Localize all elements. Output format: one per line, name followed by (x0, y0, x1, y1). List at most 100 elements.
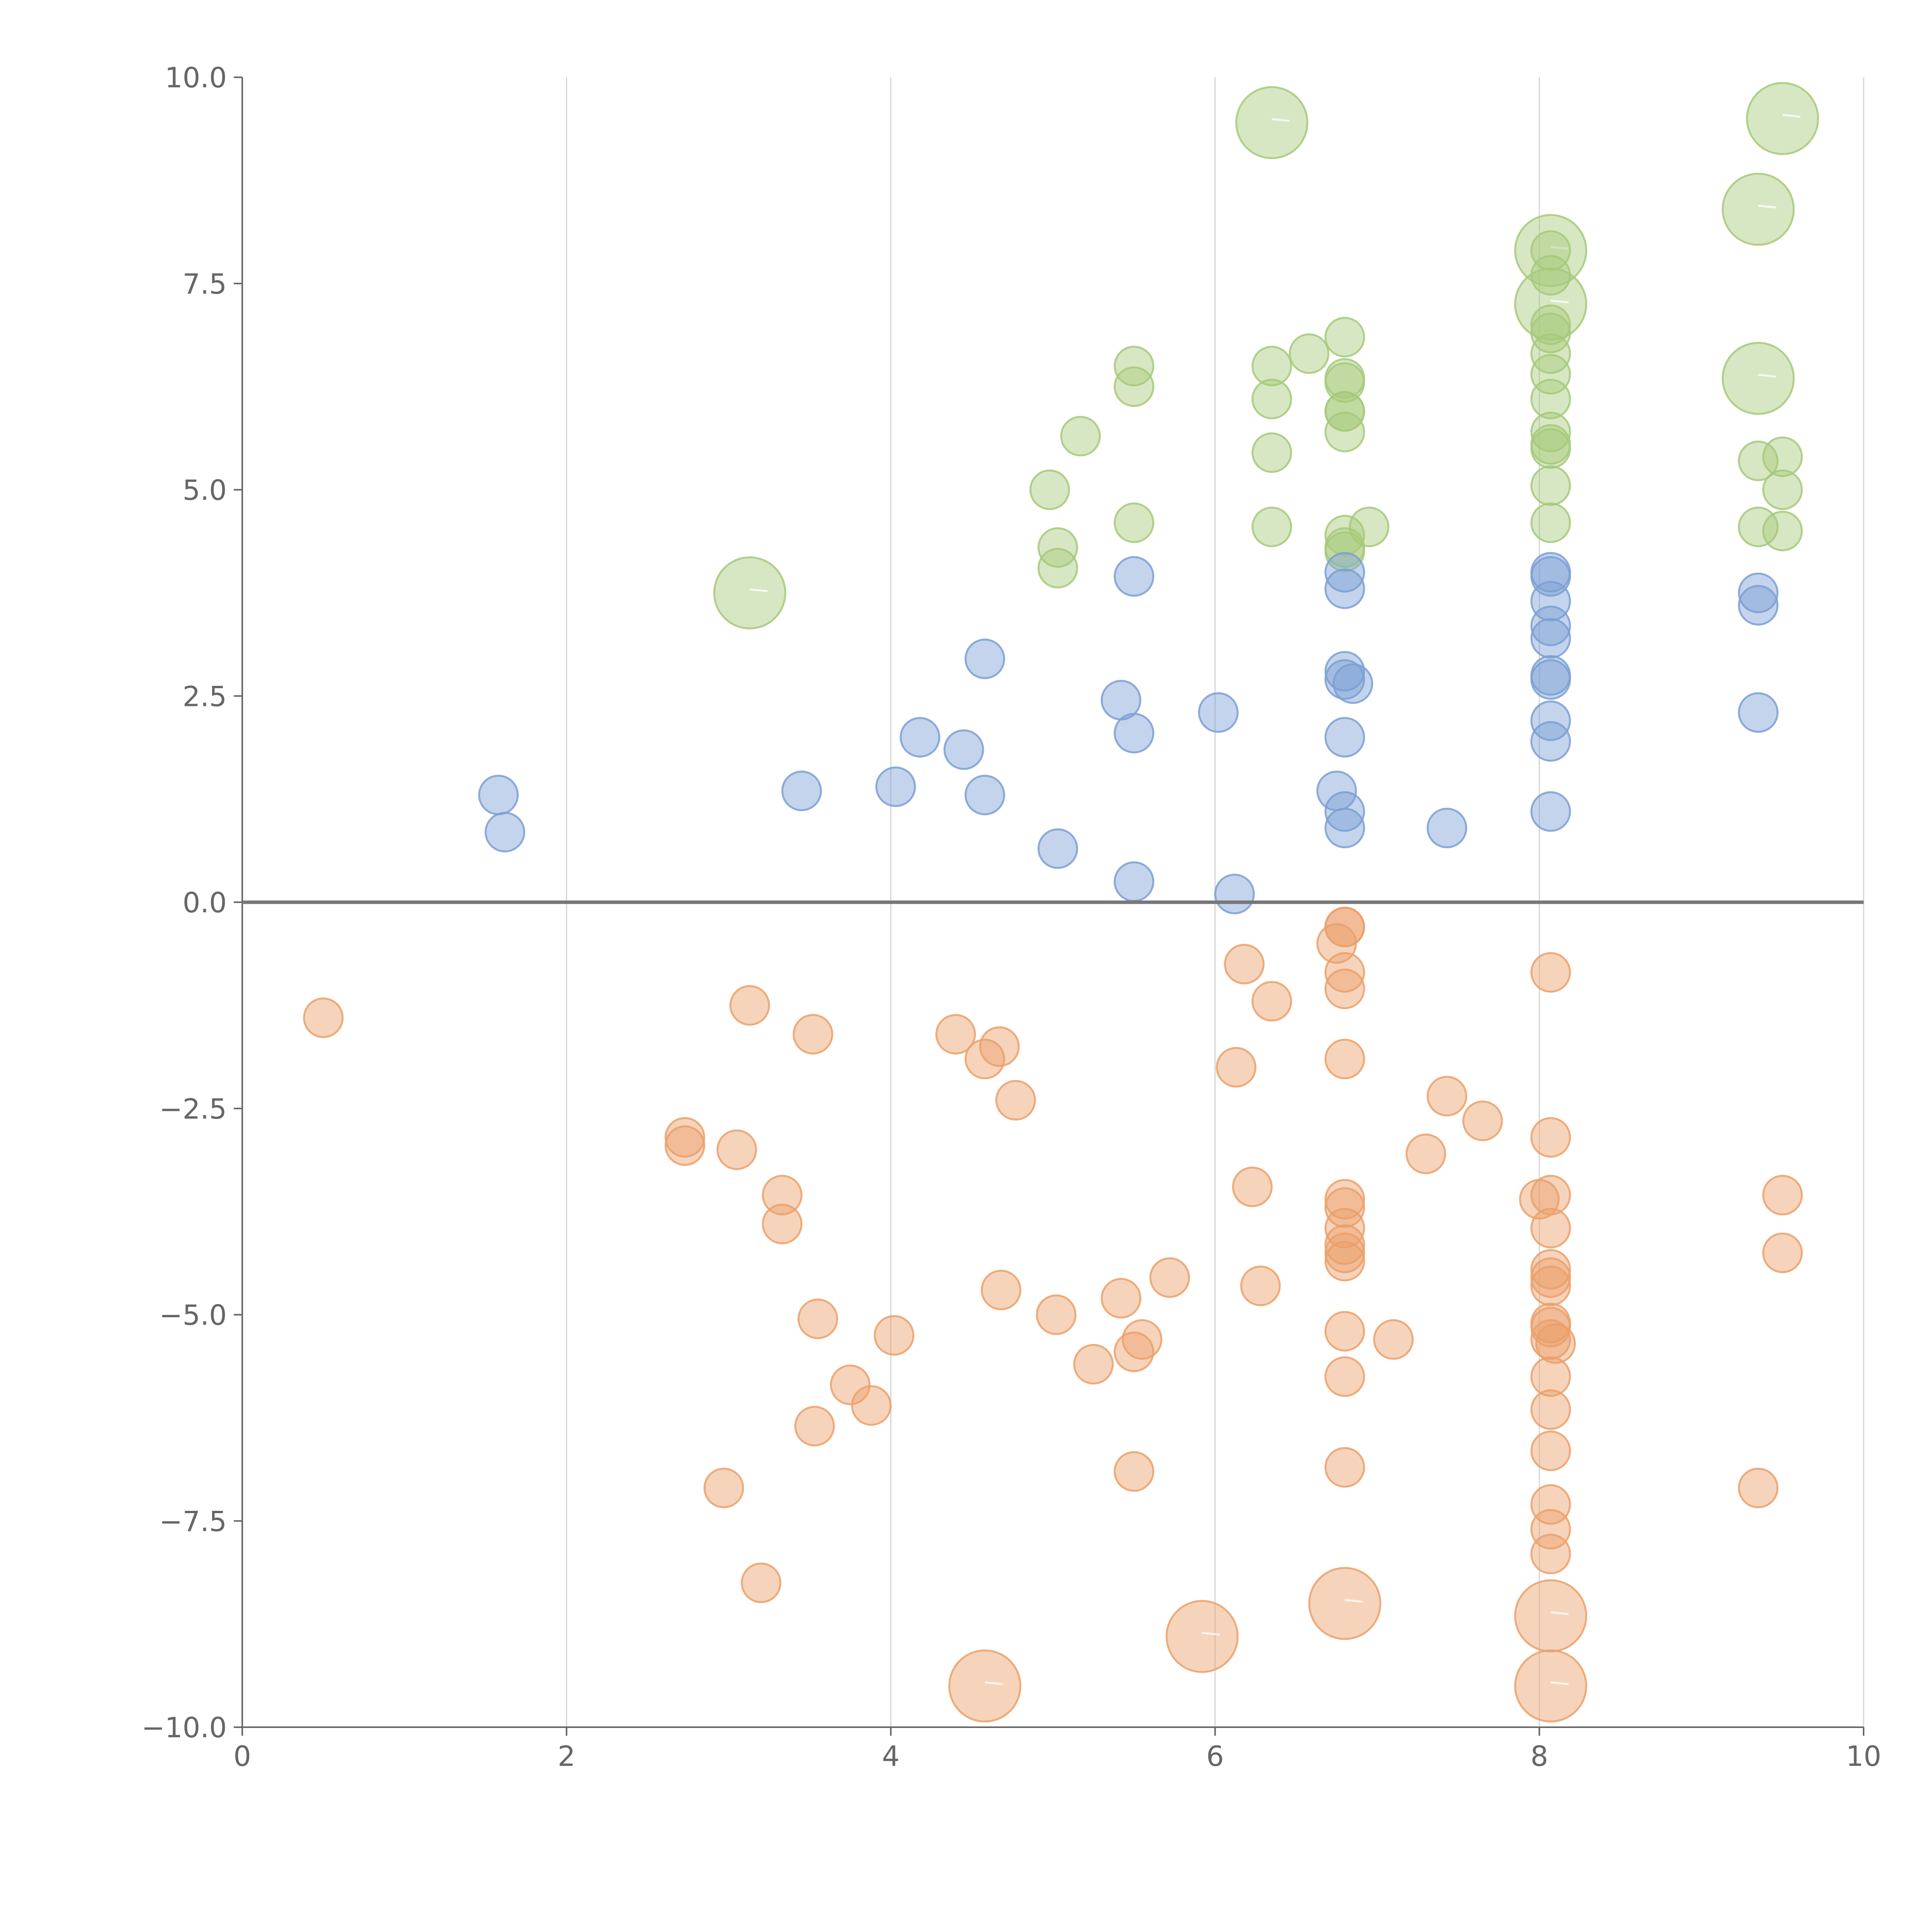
green-bubble (1324, 391, 1365, 432)
y-tick-label: −2.5 (159, 1093, 227, 1125)
blue-bubble (1198, 692, 1239, 733)
blue-bubble (1427, 808, 1468, 849)
orange-bubble (1530, 1257, 1571, 1298)
blue-bubble (964, 638, 1005, 679)
blue-bubble (1530, 791, 1571, 832)
blue-bubble (1530, 700, 1571, 741)
orange-bubble (703, 1468, 744, 1509)
orange-bubble (798, 1298, 838, 1339)
orange-bubble (665, 1117, 706, 1158)
orange-bubble (1530, 1307, 1571, 1348)
orange-bubble (851, 1385, 892, 1426)
blue-bubble (1214, 874, 1255, 915)
blue-bubble (875, 766, 916, 807)
orange-bubble (1114, 1451, 1155, 1492)
bubble-highlight (985, 1681, 1003, 1685)
green-bubble (1530, 313, 1571, 354)
green-bubble (713, 556, 786, 629)
orange-bubble (1324, 1232, 1365, 1273)
orange-bubble (979, 1026, 1020, 1067)
green-bubble (1251, 345, 1292, 386)
orange-bubble (1100, 1278, 1141, 1319)
green-bubble (1530, 465, 1571, 506)
bubble-highlight (1345, 1599, 1363, 1603)
x-tick-label: 4 (882, 1740, 900, 1772)
green-bubble (1324, 412, 1365, 452)
y-tick-label: −5.0 (159, 1299, 227, 1332)
bubble-highlight (1758, 374, 1776, 378)
orange-bubble (1738, 1468, 1779, 1509)
orange-bubble (1324, 1447, 1365, 1488)
bubble-highlight (1550, 299, 1569, 304)
orange-bubble (1530, 1534, 1571, 1575)
green-bubble (1530, 255, 1571, 296)
blue-bubble (943, 729, 984, 770)
x-tick-label: 10 (1846, 1740, 1881, 1772)
orange-bubble (1530, 1265, 1571, 1306)
green-bubble (1114, 366, 1155, 407)
green-bubble (1530, 354, 1571, 395)
blue-bubble (1738, 585, 1779, 626)
orange-bubble (1149, 1257, 1190, 1298)
orange-bubble (729, 985, 770, 1026)
bubble-highlight (1782, 114, 1801, 118)
blue-bubble (1324, 568, 1365, 609)
x-tick-label: 6 (1206, 1740, 1224, 1772)
green-bubble (1530, 502, 1571, 543)
orange-bubble (1530, 952, 1571, 993)
orange-bubble (1530, 1356, 1571, 1397)
green-bubble (1235, 86, 1308, 159)
orange-bubble (1530, 1484, 1571, 1525)
blue-bubble (478, 774, 519, 815)
green-bubble (1530, 304, 1571, 345)
green-bubble (1029, 469, 1070, 510)
orange-bubble (1324, 1311, 1365, 1352)
orange-bubble (762, 1175, 803, 1216)
blue-bubble (1324, 651, 1365, 692)
green-bubble (1530, 412, 1571, 452)
orange-bubble (981, 1269, 1022, 1310)
y-tick-label: 10.0 (165, 61, 227, 94)
green-bubble (1530, 428, 1571, 469)
blue-bubble (1332, 663, 1373, 704)
green-bubble (1114, 502, 1155, 543)
axis-ticks: 0 2 4 6 8 10 10.0 7.5 5.0 2.5 0.0 −2.5 −5.0 −7.5 −10.0 (141, 61, 1881, 1772)
bubble-highlight (1202, 1632, 1220, 1636)
blue-bubble (1738, 692, 1779, 733)
y-tick-label: 7.5 (182, 268, 227, 300)
orange-bubble (1324, 1241, 1365, 1282)
green-bubble (1746, 82, 1819, 155)
orange-bubble (1251, 981, 1292, 1022)
blue-bubble (781, 770, 822, 811)
x-tick-label: 8 (1531, 1740, 1548, 1772)
blue-bubble (485, 812, 526, 853)
orange-bubble (303, 997, 344, 1038)
blue-bubble (1530, 721, 1571, 762)
blue-bubble (1530, 556, 1571, 597)
x-tick-label: 2 (558, 1740, 575, 1772)
orange-bubble (1165, 1600, 1239, 1673)
green-bubble (1114, 345, 1155, 386)
y-tick-label: 5.0 (182, 474, 227, 507)
orange-bubble (935, 1014, 976, 1055)
orange-bubble (1530, 1117, 1571, 1158)
orange-bubble (1762, 1175, 1803, 1216)
orange-bubble (665, 1125, 706, 1166)
orange-bubble (1427, 1076, 1468, 1117)
y-tick-label: −7.5 (159, 1505, 227, 1537)
blue-bubble (1324, 791, 1365, 832)
y-tick-label: 0.0 (182, 886, 227, 919)
orange-bubble (1122, 1319, 1163, 1360)
orange-bubble (1036, 1294, 1077, 1335)
green-bubble (1251, 432, 1292, 473)
orange-bubble (1373, 1319, 1414, 1360)
blue-bubble (1324, 717, 1365, 758)
orange-bubble (1324, 1224, 1365, 1265)
orange-bubble (1405, 1133, 1446, 1174)
orange-bubble (948, 1649, 1022, 1723)
orange-bubble (1240, 1265, 1281, 1306)
orange-bubble (716, 1129, 757, 1170)
x-tick-label: 0 (233, 1740, 251, 1772)
blue-bubble (900, 717, 940, 758)
bubble-highlight (1550, 1681, 1569, 1685)
